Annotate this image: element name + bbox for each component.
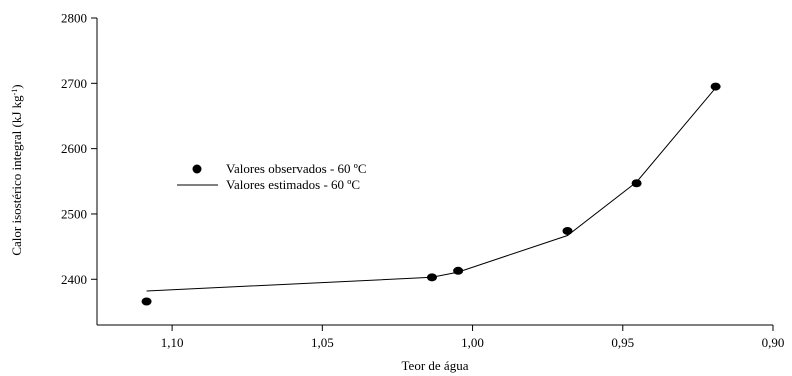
data-point-observed bbox=[453, 266, 464, 275]
legend-label-estimated: Valores estimados - 60 ºC bbox=[226, 177, 360, 192]
y-axis-label: Calor isostérico integral (kJ kg-1) bbox=[9, 84, 24, 255]
y-tick-label: 2400 bbox=[61, 272, 87, 287]
data-point-observed bbox=[710, 82, 721, 91]
x-tick-label: 1,10 bbox=[161, 335, 184, 350]
data-point-observed bbox=[562, 226, 573, 235]
y-tick-label: 2500 bbox=[61, 206, 87, 221]
y-tick-label: 2800 bbox=[61, 11, 87, 26]
series-line-estimated bbox=[146, 87, 716, 292]
y-tick-label: 2600 bbox=[61, 141, 87, 156]
legend: Valores observados - 60 ºC Valores estim… bbox=[177, 161, 367, 192]
y-axis-label-superscript: -1 bbox=[10, 89, 19, 96]
legend-marker-observed bbox=[192, 164, 202, 174]
y-ticks: 2400 2500 2600 2700 2800 bbox=[61, 11, 97, 287]
y-axis-label-main: Calor isostérico integral (kJ kg bbox=[9, 95, 24, 256]
x-ticks: 1,10 1,05 1,00 0,95 0,90 bbox=[161, 325, 785, 350]
data-point-observed bbox=[631, 179, 642, 188]
data-point-observed bbox=[141, 297, 152, 306]
axes bbox=[96, 18, 773, 326]
y-axis-label-suffix: ) bbox=[9, 84, 24, 88]
x-axis-label: Teor de água bbox=[402, 358, 469, 373]
legend-label-observed: Valores observados - 60 ºC bbox=[226, 161, 367, 176]
x-tick-label: 1,00 bbox=[461, 335, 484, 350]
x-tick-label: 0,95 bbox=[611, 335, 634, 350]
data-point-observed bbox=[426, 273, 437, 282]
x-tick-label: 0,90 bbox=[762, 335, 785, 350]
series-layer bbox=[141, 82, 721, 306]
x-tick-label: 1,05 bbox=[311, 335, 334, 350]
y-tick-label: 2700 bbox=[61, 76, 87, 91]
